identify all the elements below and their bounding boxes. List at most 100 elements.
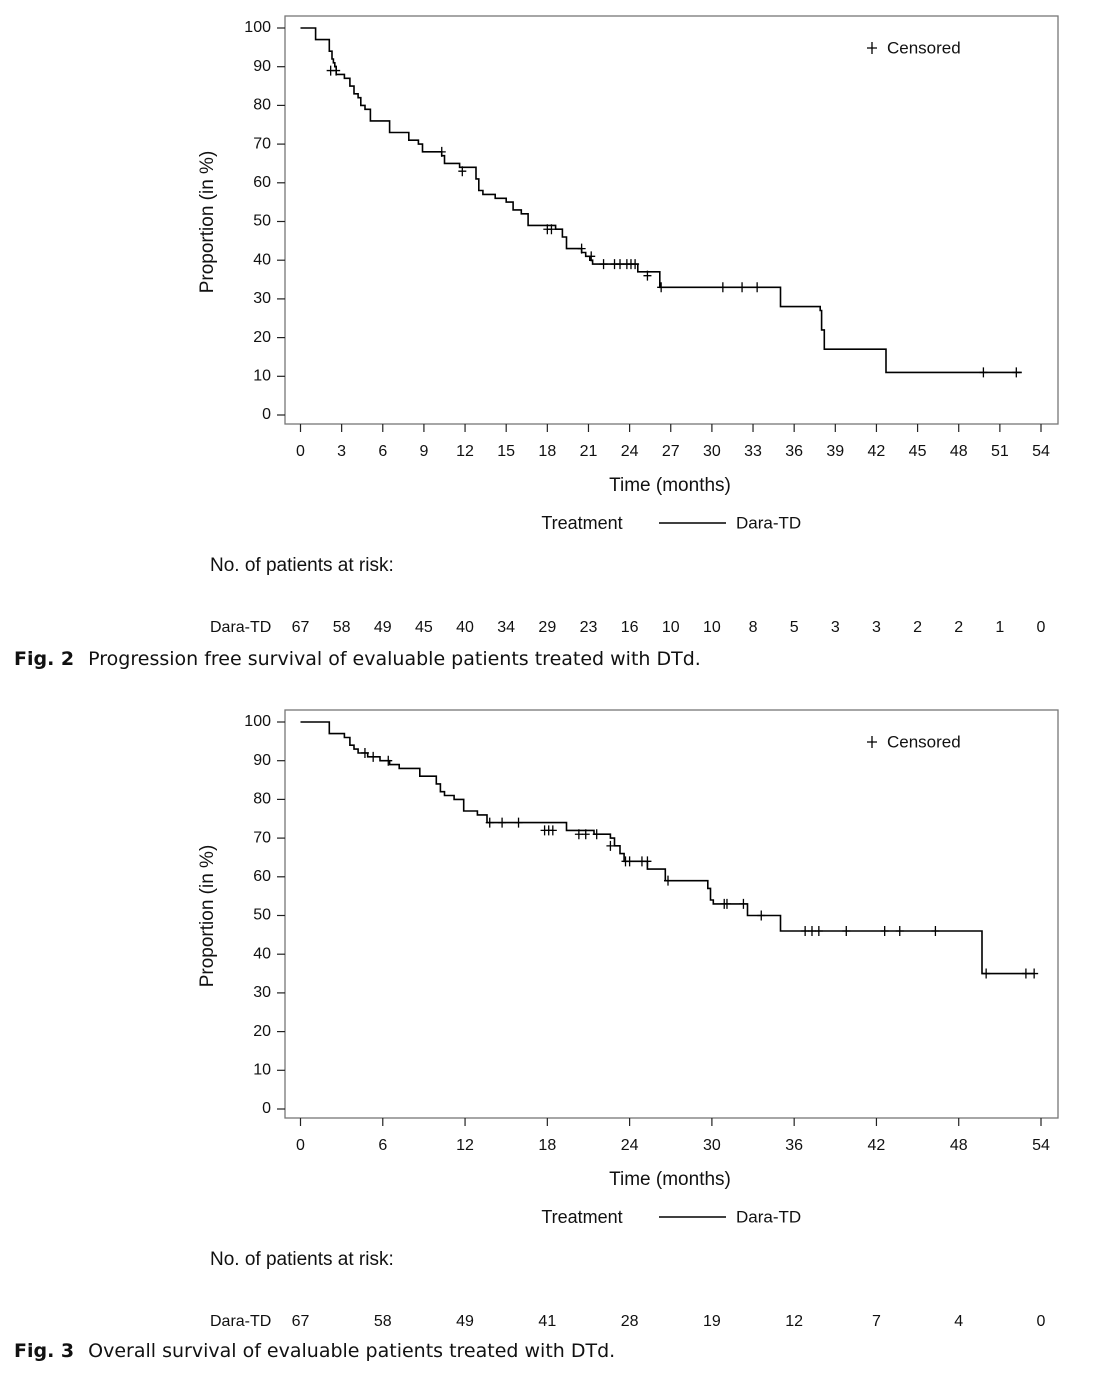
risk-table-title: No. of patients at risk: (210, 1249, 394, 1270)
censor-mark (842, 925, 851, 936)
censor-mark (592, 829, 601, 840)
legend-title: Treatment (541, 1207, 622, 1227)
y-tick-label: 80 (253, 791, 271, 808)
censor-mark (360, 747, 369, 758)
y-tick-label: 50 (253, 213, 271, 230)
censor-mark (722, 898, 731, 909)
risk-count: 58 (333, 619, 351, 636)
censor-mark (801, 925, 810, 936)
risk-count: 2 (954, 619, 963, 636)
risk-count: 3 (872, 619, 881, 636)
censor-mark (1021, 968, 1030, 979)
figure-2: 0 10 20 30 40 50 60 70 80 90 100 0 3 6 9 12 15 18 21 24 27 30… (0, 0, 1094, 680)
y-tick-label: 60 (253, 174, 271, 191)
x-tick-label: 54 (1032, 1137, 1050, 1154)
survival-curve (300, 721, 1035, 975)
censor-mark (807, 925, 816, 936)
censor-mark (757, 910, 766, 921)
x-tick-label: 42 (868, 443, 886, 460)
x-tick-label: 36 (785, 1137, 803, 1154)
figure-label: Fig. 2 (14, 648, 75, 670)
figure-caption: Fig. 3 Overall survival of evaluable pati… (14, 1340, 615, 1362)
caption-text: Progression free survival of evaluable p… (88, 648, 701, 670)
censor-mark (581, 829, 590, 840)
legend-title: Treatment (541, 513, 622, 533)
censor-mark (514, 817, 523, 828)
risk-table-title: No. of patients at risk: (210, 555, 394, 576)
y-tick-label: 10 (253, 1062, 271, 1079)
censor-mark (547, 224, 556, 235)
figure-label: Fig. 3 (14, 1340, 75, 1362)
figure-3: 0 10 20 30 40 50 60 70 80 90 100 0 6 12 18 24 30 36 42 48 54… (0, 694, 1094, 1376)
risk-count: 28 (621, 1313, 639, 1330)
x-tick-label: 0 (296, 443, 305, 460)
y-axis-label: Proportion (in %) (197, 151, 218, 294)
x-tick-label: 24 (621, 1137, 639, 1154)
censor-mark (369, 751, 378, 762)
y-tick-label: 20 (253, 1023, 271, 1040)
y-tick-label: 30 (253, 290, 271, 307)
risk-count: 23 (580, 619, 598, 636)
censor-mark (738, 282, 747, 293)
y-tick-label: 0 (262, 406, 271, 423)
censor-mark (606, 840, 615, 851)
risk-count: 45 (415, 619, 433, 636)
censor-mark (718, 282, 727, 293)
censor-mark (979, 367, 988, 378)
y-axis-label: Proportion (in %) (197, 845, 218, 988)
caption-text: Overall survival of evaluable patients t… (88, 1340, 616, 1362)
x-tick-label: 3 (337, 443, 346, 460)
censor-mark (458, 166, 467, 177)
x-tick-label: 42 (868, 1137, 886, 1154)
risk-table-row-label: Dara-TD (210, 619, 271, 636)
risk-count: 0 (1037, 1313, 1046, 1330)
censor-mark (643, 270, 652, 281)
risk-count: 67 (292, 1313, 310, 1330)
censor-mark (437, 146, 446, 157)
censor-mark (548, 825, 557, 836)
censor-mark (814, 925, 823, 936)
risk-count: 67 (292, 619, 310, 636)
risk-count: 16 (621, 619, 639, 636)
x-tick-label: 6 (378, 443, 387, 460)
x-tick-label: 6 (378, 1137, 387, 1154)
legend-series-label: Dara-TD (736, 513, 801, 532)
survival-curve (300, 27, 1022, 374)
x-axis-label: Time (months) (609, 1169, 731, 1190)
risk-count: 10 (703, 619, 721, 636)
risk-count: 5 (790, 619, 799, 636)
censor-mark (657, 282, 666, 293)
risk-count: 2 (913, 619, 922, 636)
censor-mark (587, 251, 596, 262)
censor-mark (739, 898, 748, 909)
risk-count: 8 (749, 619, 758, 636)
x-tick-label: 0 (296, 1137, 305, 1154)
y-tick-label: 90 (253, 58, 271, 75)
plot-frame (284, 15, 1059, 425)
risk-count: 49 (374, 619, 392, 636)
risk-count: 4 (954, 1313, 963, 1330)
censor-mark (498, 817, 507, 828)
x-tick-label: 45 (909, 443, 927, 460)
x-tick-label: 51 (991, 443, 1009, 460)
censor-mark (332, 65, 341, 76)
x-tick-label: 21 (580, 443, 598, 460)
censor-mark (574, 829, 583, 840)
censor-mark (631, 259, 640, 270)
risk-table-row-label: Dara-TD (210, 1313, 271, 1330)
censor-mark (616, 259, 625, 270)
x-tick-label: 24 (621, 443, 639, 460)
y-tick-label: 30 (253, 984, 271, 1001)
risk-count: 7 (872, 1313, 881, 1330)
x-tick-label: 27 (662, 443, 680, 460)
risk-count: 29 (538, 619, 556, 636)
x-tick-label: 18 (538, 1137, 556, 1154)
x-tick-label: 48 (950, 1137, 968, 1154)
risk-count: 0 (1037, 619, 1046, 636)
y-tick-label: 100 (244, 19, 271, 36)
censor-mark (982, 968, 991, 979)
censored-legend-label: Censored (887, 732, 961, 751)
risk-count: 19 (703, 1313, 721, 1330)
